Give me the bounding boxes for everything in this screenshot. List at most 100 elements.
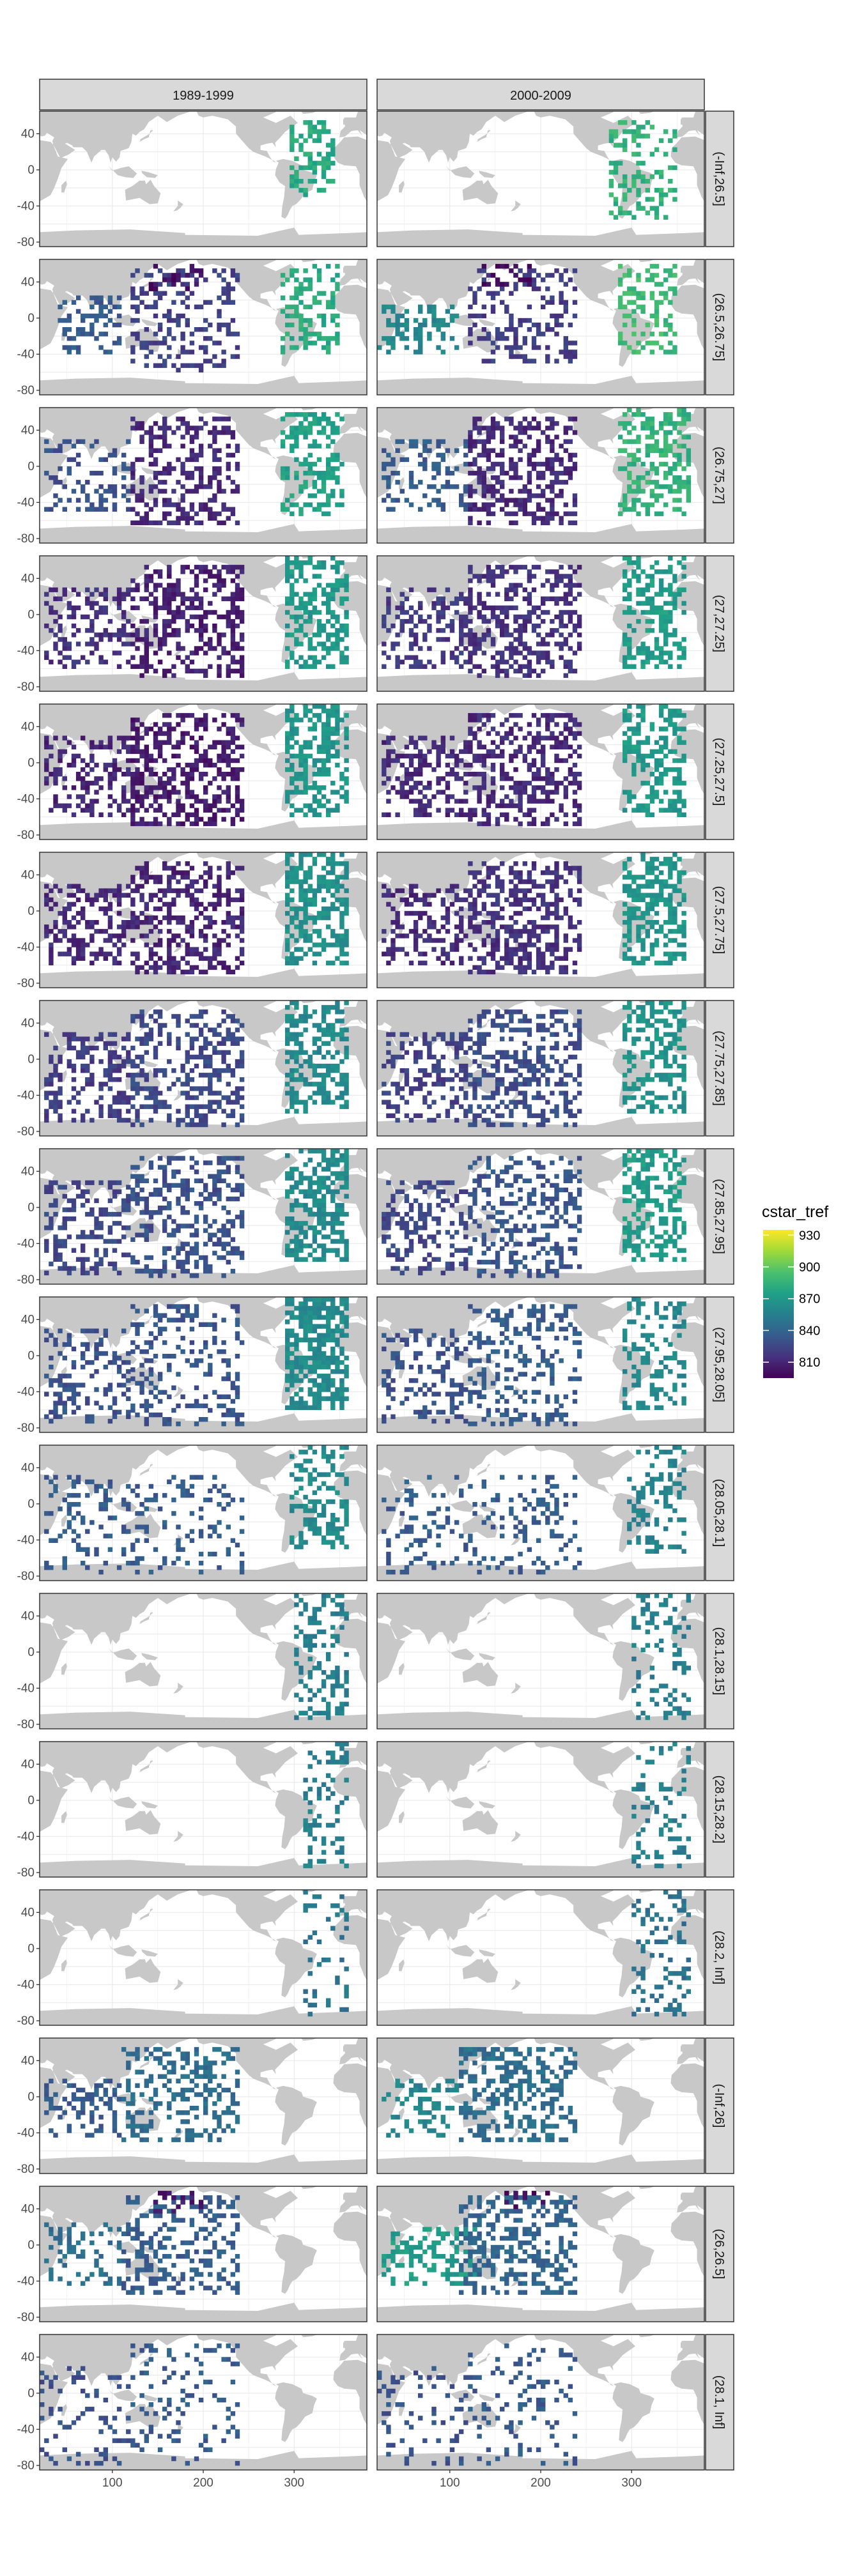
data-tile [422, 637, 428, 642]
data-tile [189, 965, 195, 970]
data-tile [427, 803, 432, 808]
data-tile [298, 507, 304, 512]
data-tile [330, 731, 336, 736]
data-tile [71, 915, 77, 921]
data-tile [98, 785, 104, 790]
data-tile [513, 816, 518, 822]
data-tile [563, 776, 568, 781]
data-tile [500, 632, 505, 638]
data-tile [221, 646, 226, 651]
data-tile [157, 641, 163, 647]
data-tile [500, 668, 505, 674]
data-tile [298, 628, 304, 633]
data-tile [49, 942, 54, 947]
data-tile [98, 951, 104, 956]
data-tile [112, 452, 118, 458]
data-tile [280, 470, 286, 476]
data-tile [500, 735, 505, 740]
data-tile [285, 277, 290, 282]
data-tile [185, 875, 190, 880]
data-tile [103, 587, 108, 592]
data-tile [203, 947, 208, 952]
data-tile [226, 322, 231, 328]
data-tile [230, 268, 236, 273]
data-tile [559, 457, 564, 463]
data-tile [316, 151, 322, 157]
data-tile [541, 618, 546, 624]
data-tile [162, 430, 167, 435]
data-tile [527, 673, 532, 678]
data-tile [617, 120, 623, 125]
data-tile [157, 434, 163, 440]
data-tile [116, 341, 122, 346]
data-tile [139, 664, 144, 669]
data-tile [180, 781, 185, 786]
data-tile [623, 659, 628, 664]
data-tile [627, 291, 632, 296]
data-tile [212, 920, 217, 925]
data-tile [463, 452, 468, 458]
data-tile [107, 484, 113, 489]
data-tile [139, 618, 144, 624]
data-tile [468, 484, 473, 489]
data-tile [285, 304, 290, 310]
data-tile [162, 470, 167, 476]
data-tile [545, 520, 550, 526]
data-tile [563, 735, 568, 740]
data-tile [157, 794, 163, 799]
data-tile [563, 282, 568, 287]
data-tile [235, 332, 240, 337]
data-tile [636, 304, 641, 310]
data-tile [658, 484, 664, 489]
data-tile [440, 439, 445, 444]
data-tile [436, 637, 441, 642]
data-tile [230, 821, 236, 827]
data-tile [627, 717, 632, 723]
data-tile [627, 286, 632, 291]
data-tile [85, 498, 90, 503]
data-tile [649, 794, 655, 799]
data-tile [148, 507, 154, 512]
data-tile [486, 430, 491, 435]
data-tile [509, 587, 514, 592]
data-tile [176, 313, 181, 319]
data-tile [226, 794, 231, 799]
data-tile [513, 565, 518, 570]
data-tile [58, 659, 63, 664]
data-tile [504, 794, 509, 799]
data-tile [217, 897, 222, 903]
data-tile [436, 498, 441, 503]
data-tile [339, 655, 344, 660]
data-tile [157, 646, 163, 651]
data-tile [563, 466, 568, 471]
data-tile [504, 592, 509, 597]
data-tile [554, 628, 559, 633]
data-tile [316, 879, 322, 884]
data-tile [649, 753, 655, 759]
data-tile [303, 412, 308, 417]
data-tile [431, 744, 437, 749]
data-tile [194, 816, 199, 822]
data-tile [572, 749, 578, 755]
data-tile [239, 587, 245, 592]
data-tile [217, 637, 222, 642]
data-tile [53, 938, 58, 943]
data-tile [239, 938, 245, 943]
land-eurasia [377, 704, 704, 756]
data-tile [212, 470, 217, 476]
data-tile [404, 318, 410, 323]
data-tile [468, 578, 473, 583]
data-tile [316, 313, 322, 319]
data-tile [531, 358, 537, 364]
data-tile [189, 425, 195, 431]
data-tile [298, 749, 304, 755]
data-tile [162, 425, 167, 431]
data-tile [148, 790, 154, 795]
data-tile [431, 466, 437, 471]
data-tile [94, 489, 99, 494]
data-tile [180, 803, 185, 808]
data-tile [130, 286, 135, 291]
data-tile [500, 336, 505, 341]
data-tile [554, 767, 559, 772]
data-tile [98, 484, 104, 489]
